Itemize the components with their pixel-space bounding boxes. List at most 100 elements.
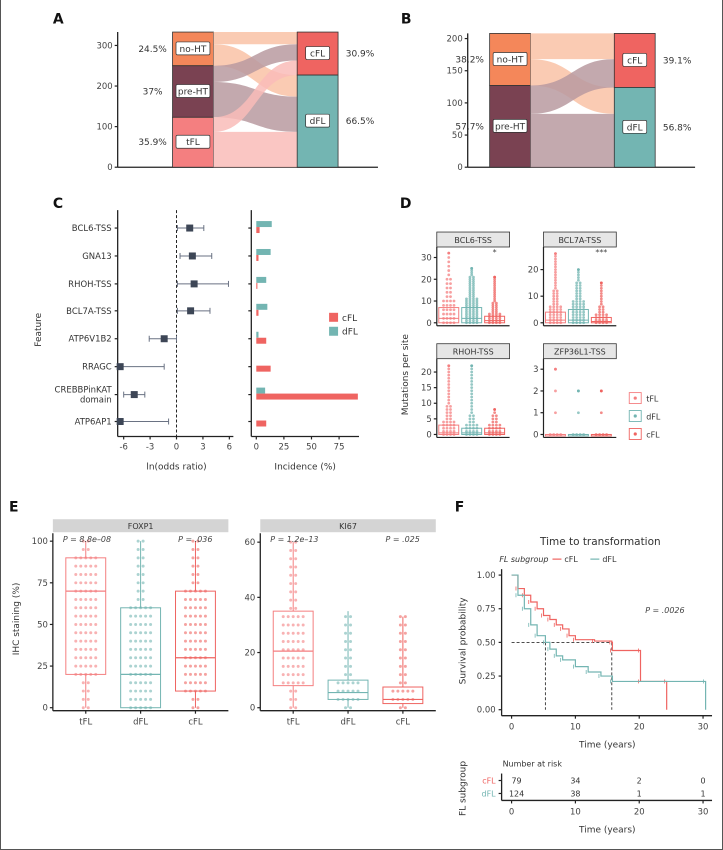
data-point [349,656,353,660]
data-point [555,294,559,298]
x-tick-label: cFL [396,717,411,727]
data-point [198,631,202,635]
data-point [498,429,502,433]
p-value-label: P = .036 [178,535,212,544]
chart-title: Time to transformation [539,536,661,548]
data-point [494,308,498,312]
data-point [183,597,187,601]
data-point [599,297,603,301]
data-point [575,316,579,319]
data-point [447,364,451,368]
data-point [191,706,195,710]
data-point [442,429,445,433]
data-point [465,423,468,427]
y-tick-label: 1 [533,408,538,418]
data-point [577,268,580,271]
data-point [296,623,300,627]
data-point [487,429,491,433]
data-point [470,266,474,270]
data-point [344,706,348,710]
y-tick-label: 300 [97,40,113,50]
incidence-bar-dFL [256,248,271,255]
data-point [599,389,603,393]
incidence-bar-dFL [256,276,267,283]
data-point [398,664,402,668]
stratum-label: pre-HT [178,88,209,98]
data-point [582,316,586,319]
data-point [605,318,608,322]
incidence-bar-dFL [256,387,266,394]
data-point [468,301,472,305]
data-point [136,597,140,601]
legend-label: tFL [646,395,659,404]
box-cFL [484,315,506,324]
x-axis-title: Time (years) [578,741,635,751]
y-tick-label: 200 [447,34,463,44]
data-point [468,277,472,281]
data-point [346,681,350,685]
data-point [554,286,557,290]
incidence-bar-dFL [256,331,259,338]
data-point [134,631,138,635]
y-axis-title: Feature [34,312,44,346]
data-point [472,282,475,286]
data-point [554,276,557,279]
y-tick-label: 15 [421,383,432,393]
data-point [452,426,456,430]
data-point [89,656,93,660]
y-tick-label: 50 [452,130,463,140]
y-tick-label: 0 [426,429,431,439]
data-point [149,631,153,635]
data-point [74,606,78,610]
data-point [449,429,452,433]
y-tick-label: 0 [457,162,462,172]
data-point [578,289,582,293]
data-point [196,556,200,560]
data-point [139,631,143,635]
data-point [470,364,474,368]
y-axis-title: IHC staining (%) [12,583,22,656]
data-point [493,288,497,292]
data-point [449,411,452,415]
data-point [470,383,474,386]
data-point [403,664,407,668]
data-point [336,681,340,685]
data-point [349,706,353,710]
data-point [559,308,563,311]
data-point [301,664,305,668]
data-point [406,689,410,693]
box-dFL [120,607,162,709]
data-point [294,565,298,569]
data-point [582,300,586,303]
data-point [74,564,78,568]
data-point [89,572,93,576]
data-point [468,314,472,318]
percent-label: 56.8% [663,123,692,133]
data-point [129,614,133,618]
data-point [472,293,475,296]
data-point [291,673,295,677]
data-point [487,312,491,316]
stratum-label-box [305,113,330,128]
data-point [472,429,475,433]
box-dFL [567,308,589,324]
incidence-bar-cFL [256,254,259,261]
box-tFL [272,610,314,687]
data-point [86,706,90,710]
legend-box-tFL [628,392,642,405]
data-point [191,539,195,543]
data-point [472,303,475,307]
data-point [89,564,93,568]
data-point [198,681,202,685]
data-point [129,631,133,635]
data-point [136,581,140,585]
data-point [401,689,405,693]
data-point [141,597,145,601]
data-point [598,308,601,311]
risk-row-label: dFL [482,789,497,798]
data-point [398,631,402,635]
data-point [289,573,293,577]
p-value-label: P = 1.2e–13 [270,535,318,544]
data-point [491,308,495,312]
data-point [470,376,474,380]
